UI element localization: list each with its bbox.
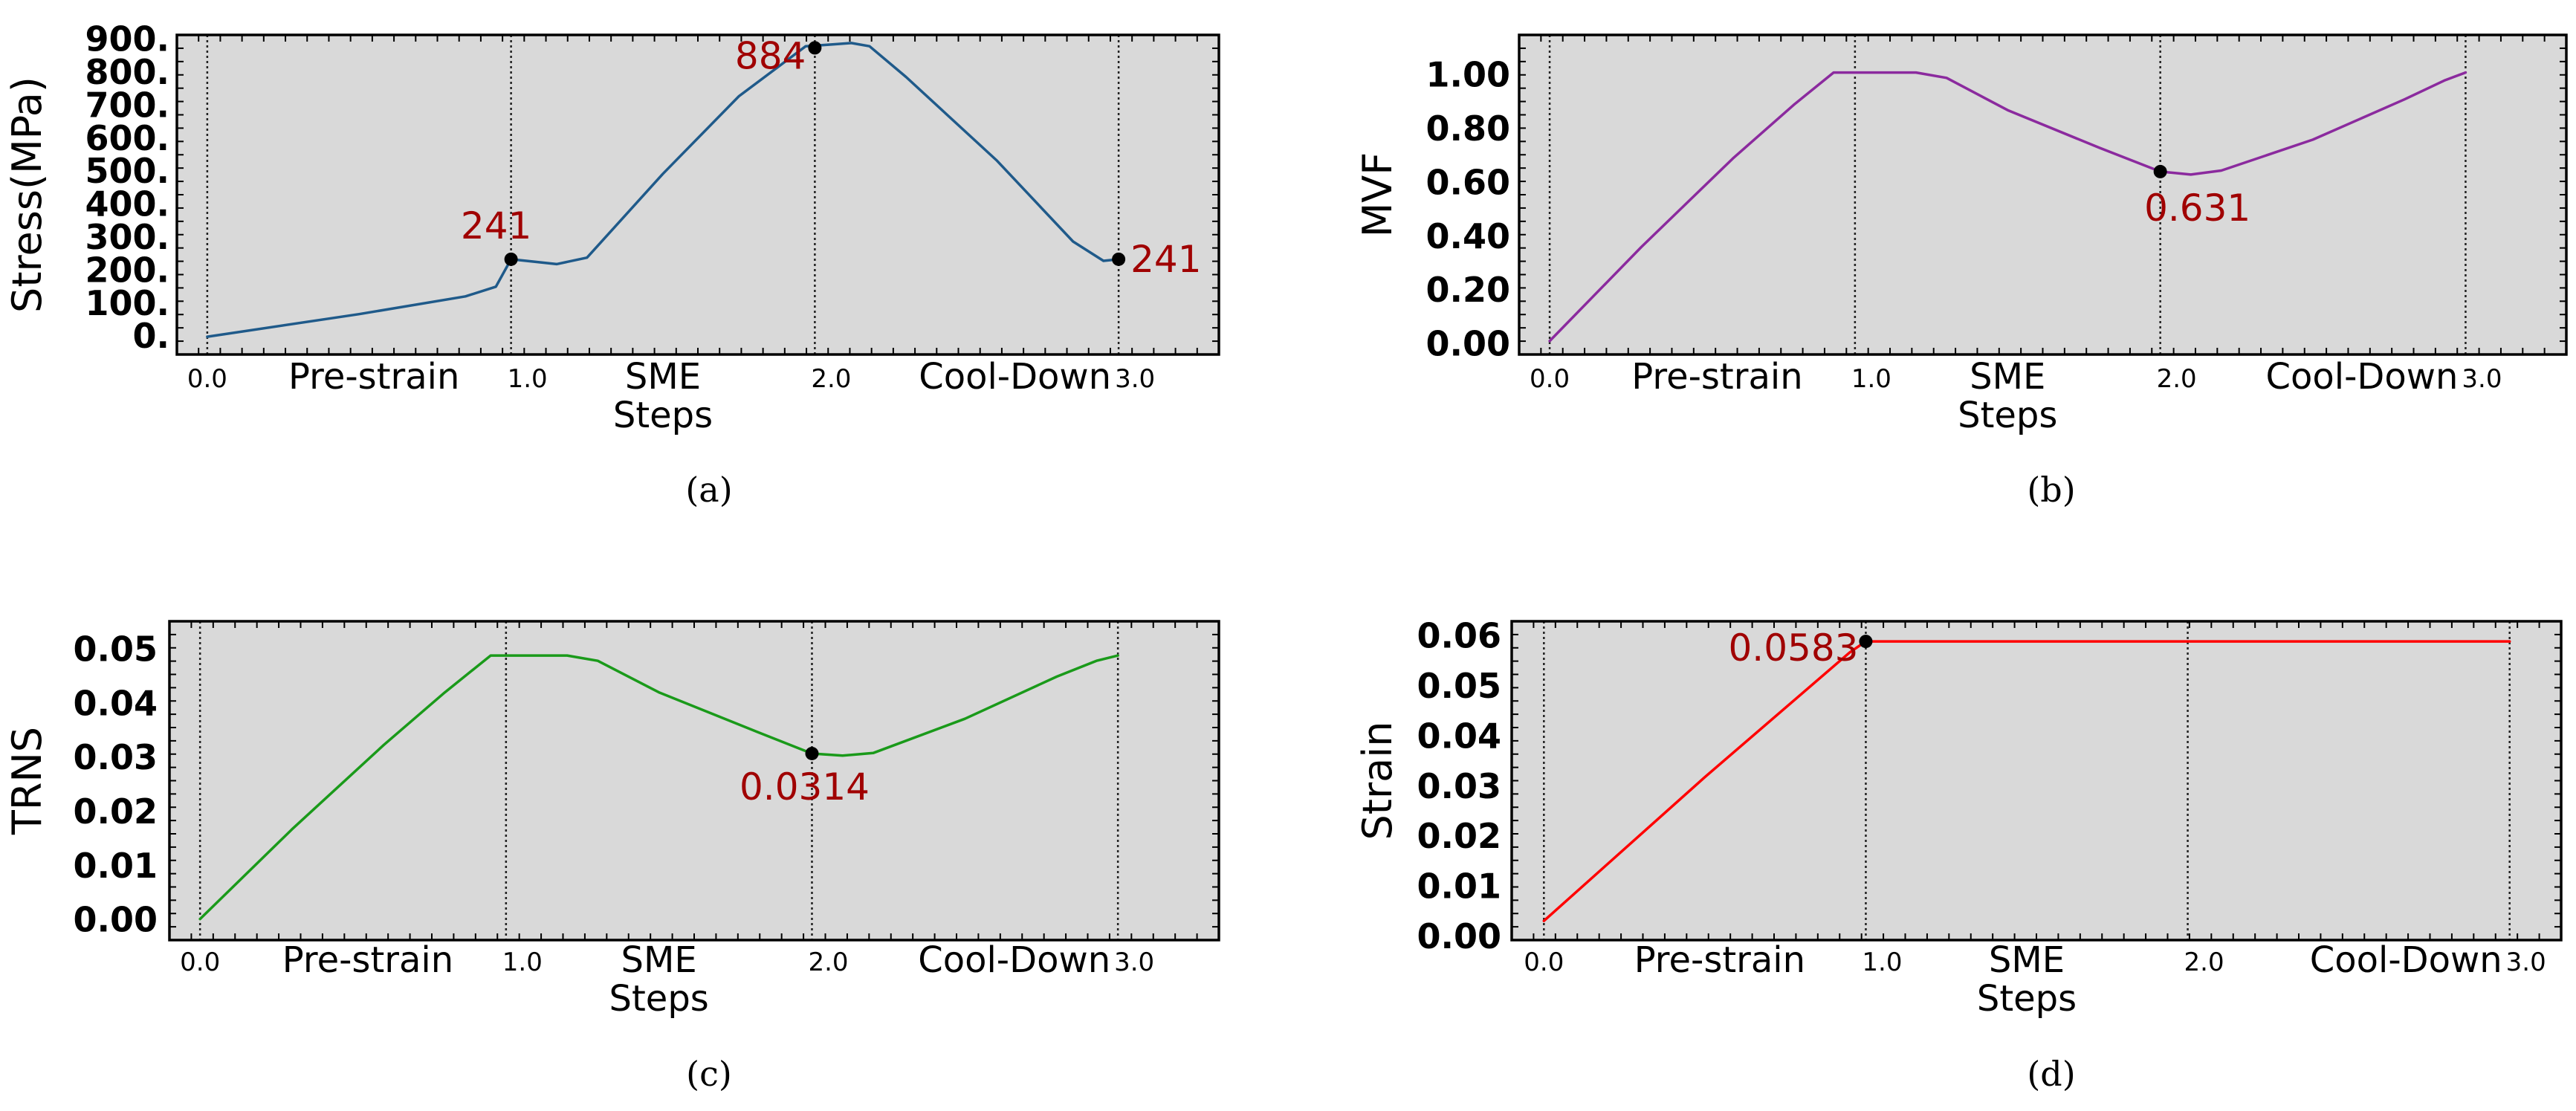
y-tick-label: 300. bbox=[85, 217, 170, 257]
y-tick-label: 900. bbox=[85, 19, 170, 59]
x-tick-label: 1.0 bbox=[508, 364, 548, 394]
stage-label: Cool-Down bbox=[2266, 356, 2459, 398]
y-tick-label: 0.06 bbox=[1417, 616, 1502, 656]
y-tick-label: 0.03 bbox=[74, 737, 158, 777]
panel-caption: (b) bbox=[2027, 470, 2075, 510]
y-tick-label: 0.00 bbox=[1426, 324, 1511, 364]
y-tick-label: 0.04 bbox=[1417, 716, 1502, 756]
x-tick-label: 1.0 bbox=[1851, 364, 1891, 394]
y-tick-label: 0.05 bbox=[74, 629, 158, 670]
stage-label: Cool-Down bbox=[918, 939, 1110, 981]
marker-label: 0.0583 bbox=[1728, 626, 1858, 670]
y-tick-label: 0.00 bbox=[74, 900, 158, 940]
data-marker bbox=[504, 252, 518, 266]
x-tick-label: 2.0 bbox=[2157, 364, 2197, 394]
y-tick-label: 0.02 bbox=[1417, 816, 1502, 856]
plot-frame bbox=[1518, 33, 2568, 356]
x-tick-label: 2.0 bbox=[2184, 948, 2224, 977]
marker-label: 241 bbox=[461, 204, 531, 247]
x-tick-label: 3.0 bbox=[1115, 364, 1155, 394]
y-axis-title: TRNS bbox=[4, 727, 51, 835]
plot-frame bbox=[168, 620, 1220, 942]
y-tick-label: 0.80 bbox=[1426, 108, 1511, 149]
y-tick-label: 700. bbox=[85, 85, 170, 125]
marker-label: 884 bbox=[735, 34, 806, 77]
y-tick-label: 500. bbox=[85, 151, 170, 191]
x-tick-label: 1.0 bbox=[502, 948, 543, 977]
stage-label: Pre-strain bbox=[1631, 356, 1802, 398]
plot-area bbox=[177, 35, 1219, 354]
y-tick-label: 0.02 bbox=[74, 791, 158, 832]
y-tick-label: 0.60 bbox=[1426, 162, 1511, 202]
stage-label: SME bbox=[1970, 356, 2045, 398]
stage-label: Pre-strain bbox=[1634, 939, 1805, 981]
x-tick-label: 3.0 bbox=[2462, 364, 2502, 394]
series-line-trns bbox=[198, 654, 1119, 921]
stage-label: SME bbox=[1989, 939, 2065, 981]
stage-label: Pre-strain bbox=[282, 939, 453, 981]
y-tick-label: 0.01 bbox=[1417, 867, 1502, 907]
data-marker bbox=[2153, 164, 2167, 178]
panel-caption: (c) bbox=[686, 1054, 732, 1094]
y-axis-title: Stress(MPa) bbox=[4, 77, 51, 313]
panel-d: 0.0583 0.06 0.05 0.04 0.03 0.02 0.01 0.00 0.0 1.0… bbox=[1354, 616, 2563, 1094]
y-tick-label: 100. bbox=[85, 283, 170, 323]
y-tick-label: 400. bbox=[85, 184, 170, 224]
x-axis-title: Steps bbox=[1958, 395, 2057, 436]
series-line-strain bbox=[1542, 640, 2511, 922]
marker-label: 0.0314 bbox=[740, 765, 870, 809]
x-tick-label: 0.0 bbox=[180, 948, 220, 977]
y-tick-label: 200. bbox=[85, 250, 170, 290]
x-tick-label: 0.0 bbox=[187, 364, 227, 394]
plot-area bbox=[1519, 35, 2566, 354]
y-tick-label: 1.00 bbox=[1426, 55, 1511, 95]
x-tick-label: 1.0 bbox=[1862, 948, 1902, 977]
data-marker bbox=[808, 41, 822, 55]
data-marker bbox=[805, 746, 819, 760]
y-axis-title: Strain bbox=[1354, 722, 1401, 840]
panel-c: 0.0314 0.05 0.04 0.03 0.02 0.01 0.00 0.0 1.0 2.0 3… bbox=[4, 620, 1220, 1094]
y-tick-label: 0.05 bbox=[1417, 666, 1502, 706]
y-tick-label: 0.04 bbox=[74, 683, 158, 723]
y-tick-label: 0.03 bbox=[1417, 766, 1502, 806]
x-tick-label: 0.0 bbox=[1524, 948, 1564, 977]
stage-label: Cool-Down bbox=[2310, 939, 2502, 981]
y-tick-label: 0.01 bbox=[74, 846, 158, 886]
y-tick-label: 0.00 bbox=[1417, 916, 1502, 956]
data-marker bbox=[1859, 635, 1873, 649]
stage-label: Cool-Down bbox=[919, 356, 1111, 398]
y-axis-title: MVF bbox=[1354, 152, 1401, 238]
y-tick-label: 600. bbox=[85, 118, 170, 158]
x-tick-label: 3.0 bbox=[2506, 948, 2546, 977]
panel-b: 0.631 1.00 0.80 0.60 0.40 0.20 0.00 0.0 1.0 2.0 3.… bbox=[1354, 33, 2568, 510]
x-axis-title: Steps bbox=[1977, 978, 2077, 1020]
y-tick-label: 800. bbox=[85, 52, 170, 92]
x-tick-label: 2.0 bbox=[808, 948, 848, 977]
plot-area bbox=[169, 621, 1219, 940]
plot-frame bbox=[175, 33, 1220, 356]
y-tick-label: 0.20 bbox=[1426, 270, 1511, 310]
stage-label: SME bbox=[625, 356, 701, 398]
marker-label: 0.631 bbox=[2144, 187, 2250, 230]
y-tick-label: 0. bbox=[133, 316, 169, 356]
plot-area bbox=[1512, 621, 2561, 940]
panel-caption: (d) bbox=[2027, 1054, 2075, 1094]
x-tick-label: 2.0 bbox=[811, 364, 851, 394]
data-marker bbox=[1112, 252, 1126, 266]
plot-frame bbox=[1510, 620, 2563, 942]
series-line-stress bbox=[206, 42, 1120, 338]
panel-caption: (a) bbox=[685, 470, 732, 510]
series-line-mvf bbox=[1548, 71, 2467, 343]
x-axis-title: Steps bbox=[613, 395, 713, 436]
x-tick-label: 0.0 bbox=[1530, 364, 1570, 394]
panel-a: 241 884 241 900.800.700.600.500.400.300.200… bbox=[4, 19, 1220, 510]
x-axis-title: Steps bbox=[609, 978, 709, 1020]
stage-label: SME bbox=[621, 939, 697, 981]
y-tick-label: 0.40 bbox=[1426, 216, 1511, 256]
stage-label: Pre-strain bbox=[288, 356, 459, 398]
marker-label: 241 bbox=[1130, 238, 1201, 281]
x-tick-label: 3.0 bbox=[1114, 948, 1154, 977]
